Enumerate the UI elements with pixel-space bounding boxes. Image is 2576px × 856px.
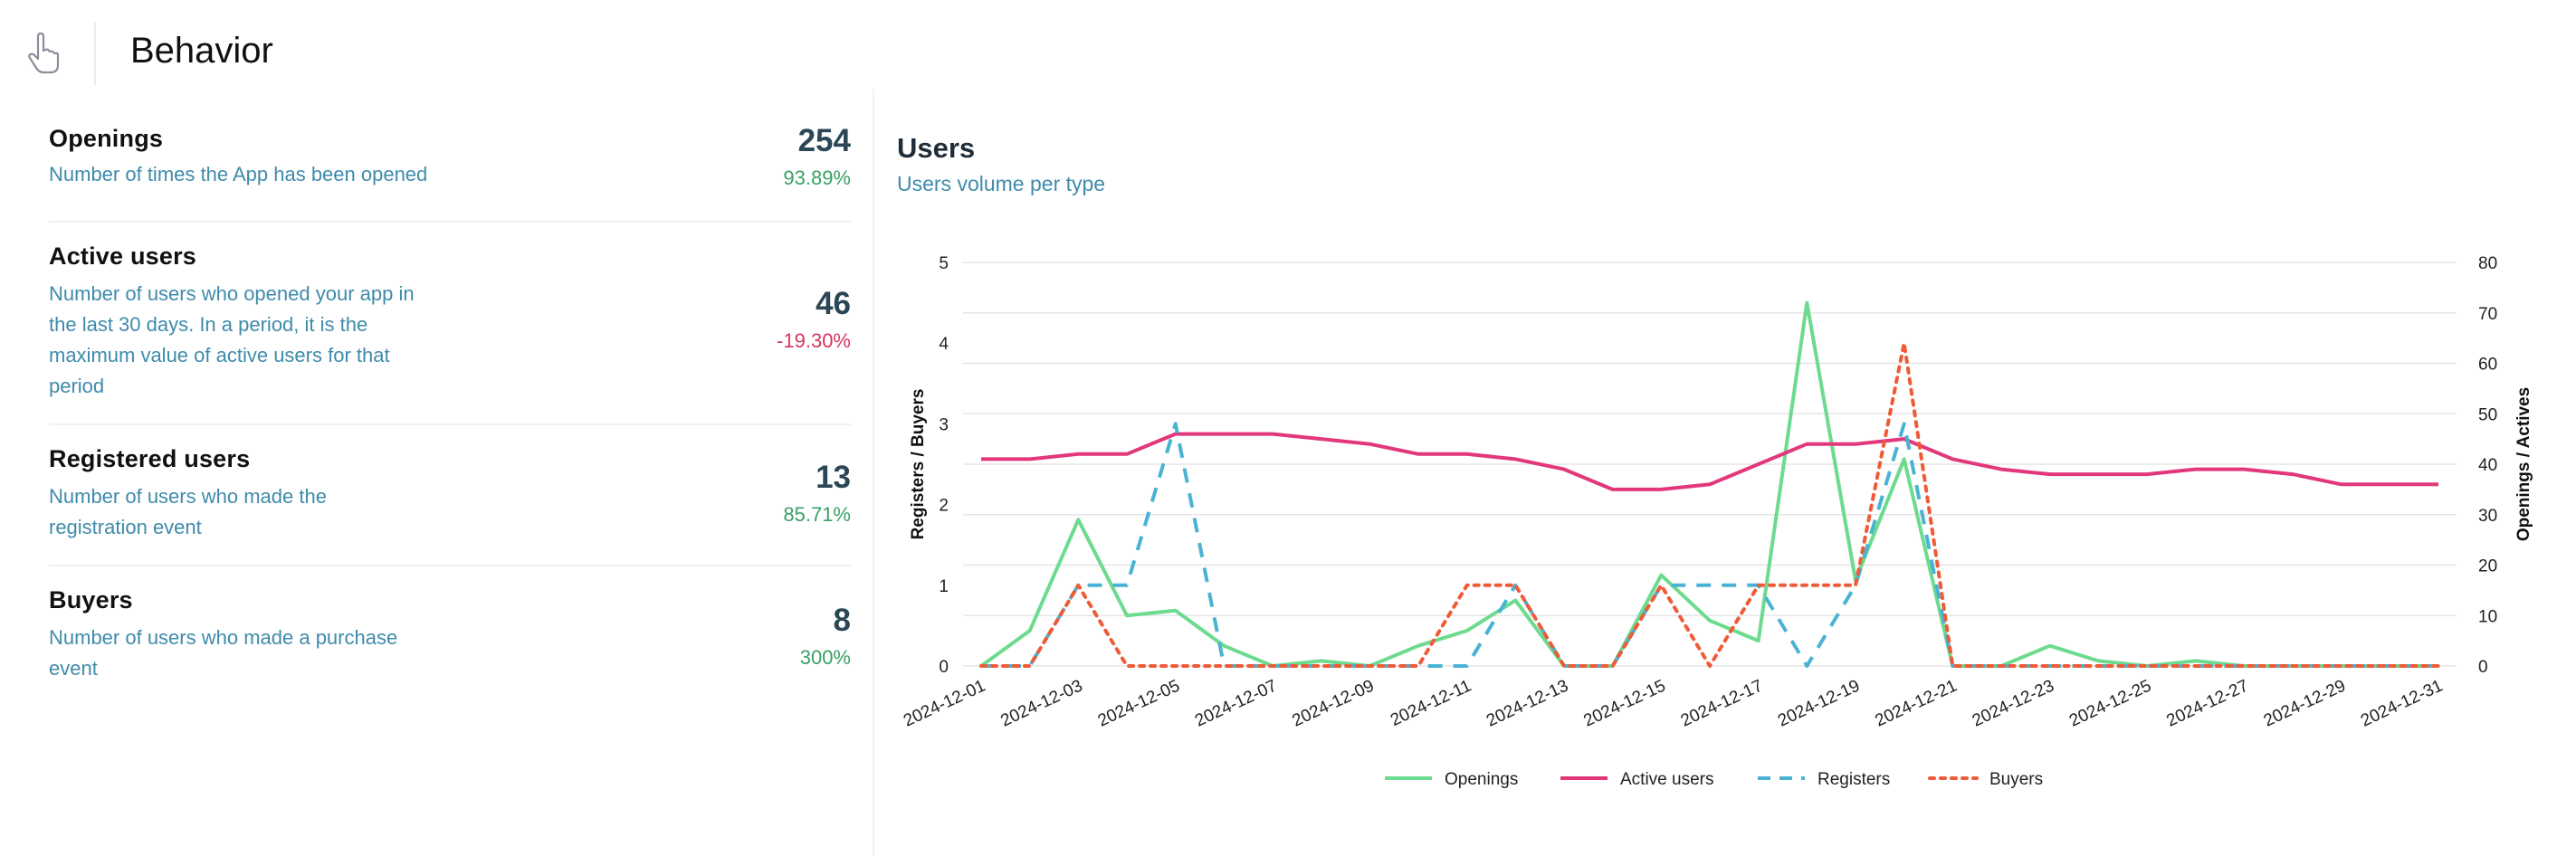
x-tick-label: 2024-12-25 (2066, 676, 2154, 730)
y-right-tick-label: 10 (2478, 607, 2497, 626)
x-tick-label: 2024-12-03 (997, 676, 1085, 730)
hand-pointer-icon (28, 33, 60, 74)
x-tick-label: 2024-12-01 (901, 676, 988, 730)
chart-title: Users (897, 132, 976, 164)
page-header: Behavior (0, 0, 2576, 89)
legend-label: Openings (1445, 770, 1518, 789)
x-tick-label: 2024-12-23 (1970, 676, 2057, 730)
page-title: Behavior (130, 31, 273, 71)
x-tick-label: 2024-12-31 (2358, 676, 2446, 730)
series-line-active-users (981, 432, 2438, 491)
y-left-tick-label: 0 (939, 658, 949, 677)
x-tick-label: 2024-12-21 (1872, 676, 1960, 730)
metric-name: Active users (49, 243, 196, 270)
x-tick-label: 2024-12-15 (1580, 676, 1668, 730)
x-tick-label: 2024-12-11 (1388, 676, 1474, 730)
header-separator (94, 22, 96, 85)
y-left-tick-label: 3 (939, 415, 949, 434)
chart-subtitle: Users volume per type (897, 172, 1106, 195)
x-tick-label: 2024-12-17 (1678, 676, 1766, 730)
metric-value: 46 (816, 286, 851, 321)
x-tick-label: 2024-12-07 (1192, 676, 1280, 730)
metric-description: Number of users who made a purchase even… (49, 626, 398, 680)
metric-description: Number of users who opened your app in t… (49, 282, 415, 397)
metric-description: Number of users who made the registratio… (49, 485, 327, 538)
x-tick-label: 2024-12-13 (1484, 676, 1571, 730)
legend-label: Buyers (1989, 770, 2043, 789)
metric-name: Openings (49, 125, 164, 152)
y-right-tick-label: 40 (2478, 456, 2497, 475)
y-left-axis-title: Registers / Buyers (909, 389, 928, 540)
metric-change: 93.89% (783, 166, 851, 189)
metric-change: 300% (799, 646, 851, 669)
y-left-tick-label: 4 (939, 335, 949, 354)
y-left-tick-label: 2 (939, 497, 949, 516)
metric-value: 8 (833, 603, 851, 638)
metric-openings: Openings Number of times the App has bee… (49, 90, 851, 223)
metric-change: 85.71% (783, 503, 851, 526)
series-line-buyers (979, 341, 2440, 668)
metric-active-users: Active users Number of users who opened … (49, 223, 851, 425)
y-right-tick-label: 0 (2478, 658, 2488, 677)
metric-value: 13 (816, 460, 851, 495)
y-right-tick-label: 50 (2478, 405, 2497, 424)
legend-label: Active users (1620, 770, 1713, 789)
metrics-panel: Openings Number of times the App has bee… (49, 90, 851, 702)
legend-label: Registers (1818, 770, 1890, 789)
y-left-tick-label: 1 (939, 577, 949, 596)
y-right-tick-label: 20 (2478, 557, 2497, 576)
metric-registered-users: Registered users Number of users who mad… (49, 425, 851, 566)
metric-value: 254 (797, 123, 851, 158)
y-left-tick-label: 5 (939, 254, 949, 273)
x-tick-label: 2024-12-05 (1095, 676, 1183, 730)
y-right-axis-title: Openings / Actives (2514, 387, 2533, 541)
metric-name: Registered users (49, 445, 251, 472)
metric-change: -19.30% (777, 329, 851, 352)
x-tick-label: 2024-12-29 (2261, 676, 2349, 730)
y-right-tick-label: 70 (2478, 305, 2497, 324)
x-tick-label: 2024-12-27 (2163, 676, 2251, 730)
metric-description: Number of times the App has been opened (49, 163, 428, 185)
y-right-tick-label: 30 (2478, 507, 2497, 526)
series-line-registers (981, 422, 2438, 668)
y-right-tick-label: 60 (2478, 356, 2497, 375)
x-tick-label: 2024-12-09 (1289, 676, 1377, 730)
y-right-tick-label: 80 (2478, 254, 2497, 273)
x-tick-label: 2024-12-19 (1775, 676, 1863, 730)
panel-divider (873, 89, 874, 856)
metric-buyers: Buyers Number of users who made a purcha… (49, 566, 851, 702)
series-line-openings (979, 300, 2438, 668)
metric-name: Buyers (49, 586, 133, 613)
